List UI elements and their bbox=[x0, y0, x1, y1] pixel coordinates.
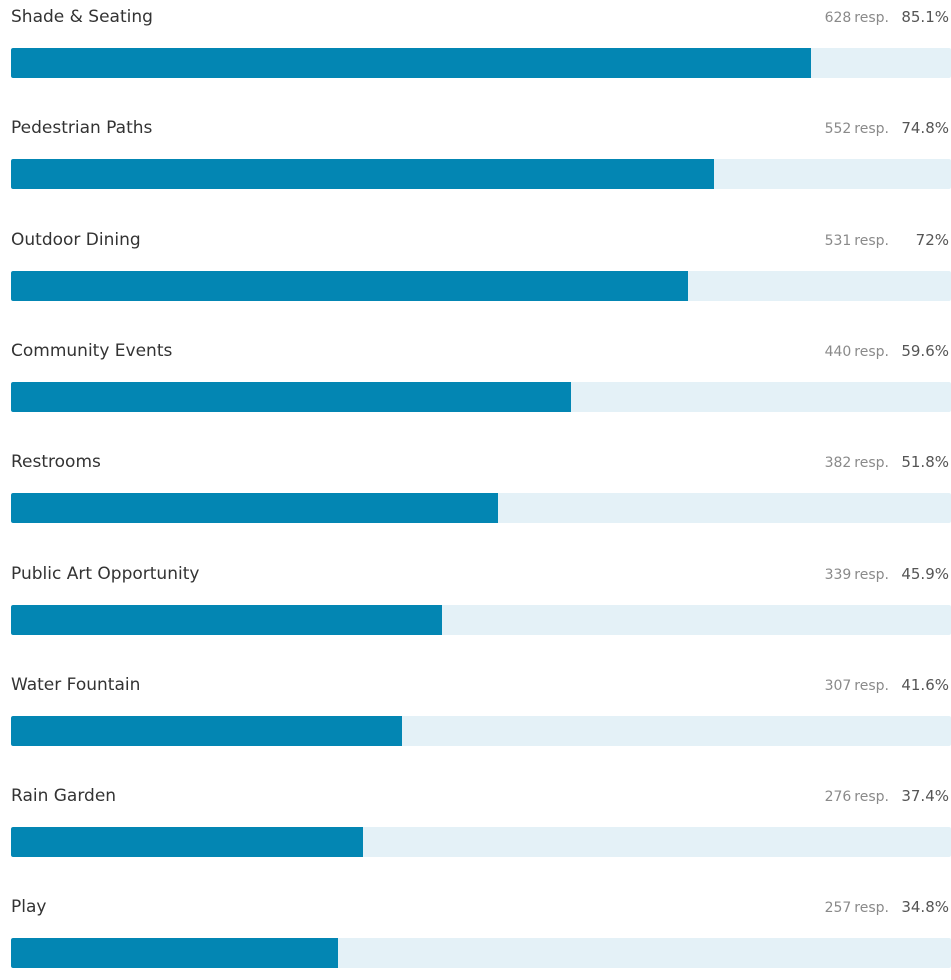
bar-value-meta: 552 resp. 74.8% bbox=[825, 116, 949, 141]
bar-category-label: Rain Garden bbox=[11, 786, 117, 807]
bar-value-meta: 339 resp. 45.9% bbox=[825, 562, 949, 587]
bar-category-label: Pedestrian Paths bbox=[11, 118, 153, 139]
bar-fill bbox=[11, 48, 811, 78]
bar-category-label: Play bbox=[11, 897, 47, 918]
bar-row: Community Events 440 resp. 59.6% bbox=[0, 334, 951, 424]
bar-response-count: 531 bbox=[824, 232, 852, 249]
bar-response-unit: resp. bbox=[854, 677, 889, 694]
bar-percent-label: 85.1% bbox=[901, 8, 949, 26]
bar-fill bbox=[11, 381, 572, 412]
bar-track bbox=[11, 159, 951, 190]
bar-fill bbox=[11, 938, 339, 969]
bar-percent-label: 45.9% bbox=[901, 564, 949, 583]
bar-value-meta: 531 resp. 72% bbox=[825, 228, 949, 253]
bar-row: Shade & Seating 628 resp. 85.1% bbox=[0, 0, 951, 90]
bar-fill bbox=[11, 715, 403, 746]
bar-response-count: 257 bbox=[824, 900, 852, 917]
bar-fill bbox=[11, 493, 498, 524]
bar-track bbox=[11, 270, 951, 301]
bar-response-count: 552 bbox=[824, 121, 852, 138]
bar-row: Pedestrian Paths 552 resp. 74.8% bbox=[0, 111, 951, 201]
bar-response-unit: resp. bbox=[854, 789, 889, 806]
bar-track bbox=[11, 938, 951, 969]
bar-row: Play 257 resp. 34.8% bbox=[0, 890, 951, 980]
bar-row: Public Art Opportunity 339 resp. 45.9% bbox=[0, 557, 951, 647]
bar-percent-label: 72% bbox=[915, 230, 949, 249]
bar-track bbox=[11, 715, 951, 746]
bar-category-label: Community Events bbox=[11, 340, 173, 361]
bar-response-unit: resp. bbox=[854, 10, 889, 26]
bar-track bbox=[11, 827, 951, 858]
bar-value-meta: 628 resp. 85.1% bbox=[825, 5, 949, 30]
bar-category-label: Restrooms bbox=[11, 452, 101, 473]
bar-fill bbox=[11, 270, 688, 301]
bar-response-unit: resp. bbox=[854, 900, 889, 917]
bar-percent-label: 59.6% bbox=[901, 341, 949, 360]
bar-track bbox=[11, 604, 951, 635]
bar-response-unit: resp. bbox=[854, 121, 889, 138]
bar-row: Outdoor Dining 531 resp. 72% bbox=[0, 223, 951, 313]
bar-percent-label: 41.6% bbox=[901, 675, 949, 694]
bar-row: Water Fountain 307 resp. 41.6% bbox=[0, 668, 951, 758]
bar-fill bbox=[11, 604, 443, 635]
bar-percent-label: 37.4% bbox=[901, 787, 949, 806]
bar-response-count: 440 bbox=[824, 343, 852, 360]
bar-row: Restrooms 382 resp. 51.8% bbox=[0, 445, 951, 535]
bar-response-count: 382 bbox=[824, 455, 852, 472]
bar-track bbox=[11, 48, 951, 78]
bar-category-label: Public Art Opportunity bbox=[11, 563, 200, 584]
bar-response-unit: resp. bbox=[854, 232, 889, 249]
bar-category-label: Shade & Seating bbox=[11, 7, 153, 27]
bar-track bbox=[11, 381, 951, 412]
bar-percent-label: 51.8% bbox=[901, 453, 949, 472]
bar-percent-label: 74.8% bbox=[901, 119, 949, 138]
bar-value-meta: 307 resp. 41.6% bbox=[825, 673, 949, 698]
bar-fill bbox=[11, 159, 715, 190]
bar-response-count: 307 bbox=[824, 677, 852, 694]
bar-category-label: Water Fountain bbox=[11, 674, 141, 695]
bar-value-meta: 440 resp. 59.6% bbox=[825, 339, 949, 364]
bar-percent-label: 34.8% bbox=[901, 898, 949, 917]
bar-response-count: 339 bbox=[824, 566, 852, 583]
bar-category-label: Outdoor Dining bbox=[11, 229, 141, 250]
bar-value-meta: 257 resp. 34.8% bbox=[825, 895, 949, 920]
bar-fill bbox=[11, 827, 363, 858]
bar-value-meta: 276 resp. 37.4% bbox=[825, 784, 949, 809]
bar-track bbox=[11, 493, 951, 524]
bar-response-count: 628 bbox=[824, 10, 852, 26]
bar-response-count: 276 bbox=[824, 789, 852, 806]
bar-response-unit: resp. bbox=[854, 343, 889, 360]
bar-response-unit: resp. bbox=[854, 566, 889, 583]
bar-row: Rain Garden 276 resp. 37.4% bbox=[0, 779, 951, 869]
bar-value-meta: 382 resp. 51.8% bbox=[825, 450, 949, 475]
bar-response-unit: resp. bbox=[854, 455, 889, 472]
